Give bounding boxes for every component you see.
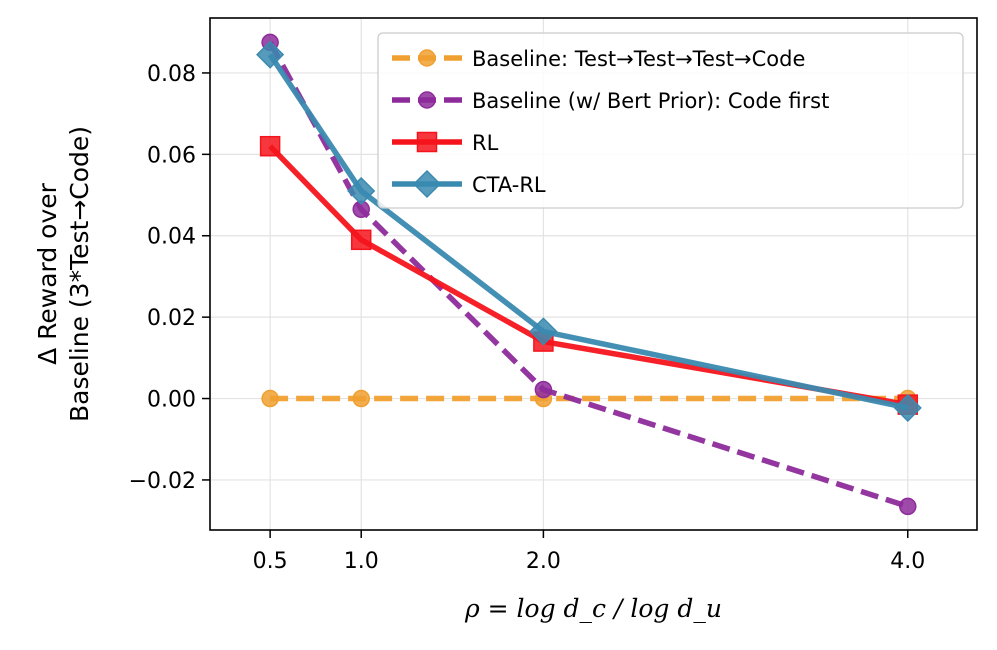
legend-marker: [412, 169, 442, 199]
data-point: [350, 229, 372, 251]
x-tick-label: 4.0: [890, 549, 925, 574]
y-axis-label: Δ Reward over Baseline (3*Test→Code): [33, 126, 94, 422]
data-point: [529, 317, 558, 346]
legend-entry: CTA-RL: [392, 169, 546, 199]
legend-entry: Baseline: Test→Test→Test→Code: [392, 47, 805, 71]
legend-label: RL: [472, 131, 499, 155]
data-point: [256, 40, 285, 69]
legend-box: [377, 32, 964, 209]
data-point: [899, 497, 917, 516]
x-tick-label: 0.5: [253, 549, 288, 574]
data-point: [259, 135, 281, 157]
data-point: [347, 176, 376, 206]
y-axis-ticks: −0.02 0.00 0.02 0.04 0.06 0.08: [129, 62, 210, 494]
legend-entry: RL: [392, 131, 499, 155]
y-tick-label: −0.02: [129, 469, 196, 494]
y-tick-label: 0.04: [147, 225, 196, 250]
legend-label: Baseline (w/ Bert Prior): Code first: [472, 89, 829, 113]
data-point: [352, 389, 370, 408]
y-tick-label: 0.00: [147, 388, 196, 413]
legend-entry: Baseline (w/ Bert Prior): Code first: [392, 89, 829, 113]
legend-label: CTA-RL: [472, 173, 546, 197]
legend-marker: [416, 131, 438, 153]
legend-label: Baseline: Test→Test→Test→Code: [472, 47, 805, 71]
x-axis-label: ρ = log d_c / log d_u: [464, 594, 722, 623]
x-tick-label: 1.0: [344, 549, 379, 574]
y-tick-label: 0.08: [147, 62, 196, 87]
y-tick-label: 0.06: [147, 143, 196, 168]
legend: Baseline: Test→Test→Test→Code Baseline (w…: [377, 32, 964, 209]
data-point: [534, 380, 553, 399]
data-point: [261, 389, 279, 408]
y-axis-label-line1: Δ Reward over: [33, 182, 62, 365]
legend-marker: [418, 91, 436, 109]
series-layer: [256, 33, 922, 516]
series-line: [268, 144, 909, 408]
y-axis-label-line2: Baseline (3*Test→Code): [65, 126, 94, 422]
plot-frame: [209, 17, 978, 531]
y-tick-label: 0.02: [147, 306, 196, 331]
data-point: [893, 393, 922, 422]
legend-marker: [418, 49, 436, 67]
series-line: [267, 53, 909, 411]
series-3: [256, 40, 922, 422]
x-tick-label: 2.0: [526, 549, 561, 574]
x-axis-ticks: 0.5 1.0 2.0 4.0: [253, 530, 925, 574]
